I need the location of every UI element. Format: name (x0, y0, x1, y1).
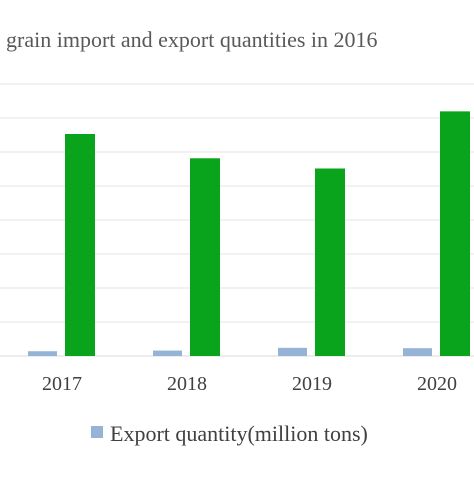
bar-import-2017 (65, 133, 95, 356)
x-tick-label: 2019 (292, 373, 332, 395)
legend: Export quantity(million tons) (91, 421, 368, 446)
x-tick-label: 2017 (42, 373, 82, 395)
bar-import-2019 (315, 168, 345, 356)
bar-export-2020 (403, 348, 432, 356)
bar-export-2018 (153, 350, 182, 356)
bar-import-2020 (440, 111, 470, 357)
x-tick-labels: 2017 2018 2019 2020 (42, 373, 457, 395)
x-tick-label: 2018 (167, 373, 207, 395)
bar-export-2017 (28, 351, 57, 356)
legend-label-export: Export quantity(million tons) (110, 421, 368, 446)
x-tick-label: 2020 (417, 373, 457, 395)
bar-export-2019 (278, 347, 307, 356)
bars (28, 111, 470, 357)
legend-swatch-export (91, 426, 103, 438)
chart-title: 's grain import and export quantities in… (0, 27, 378, 52)
bar-import-2018 (190, 158, 220, 356)
